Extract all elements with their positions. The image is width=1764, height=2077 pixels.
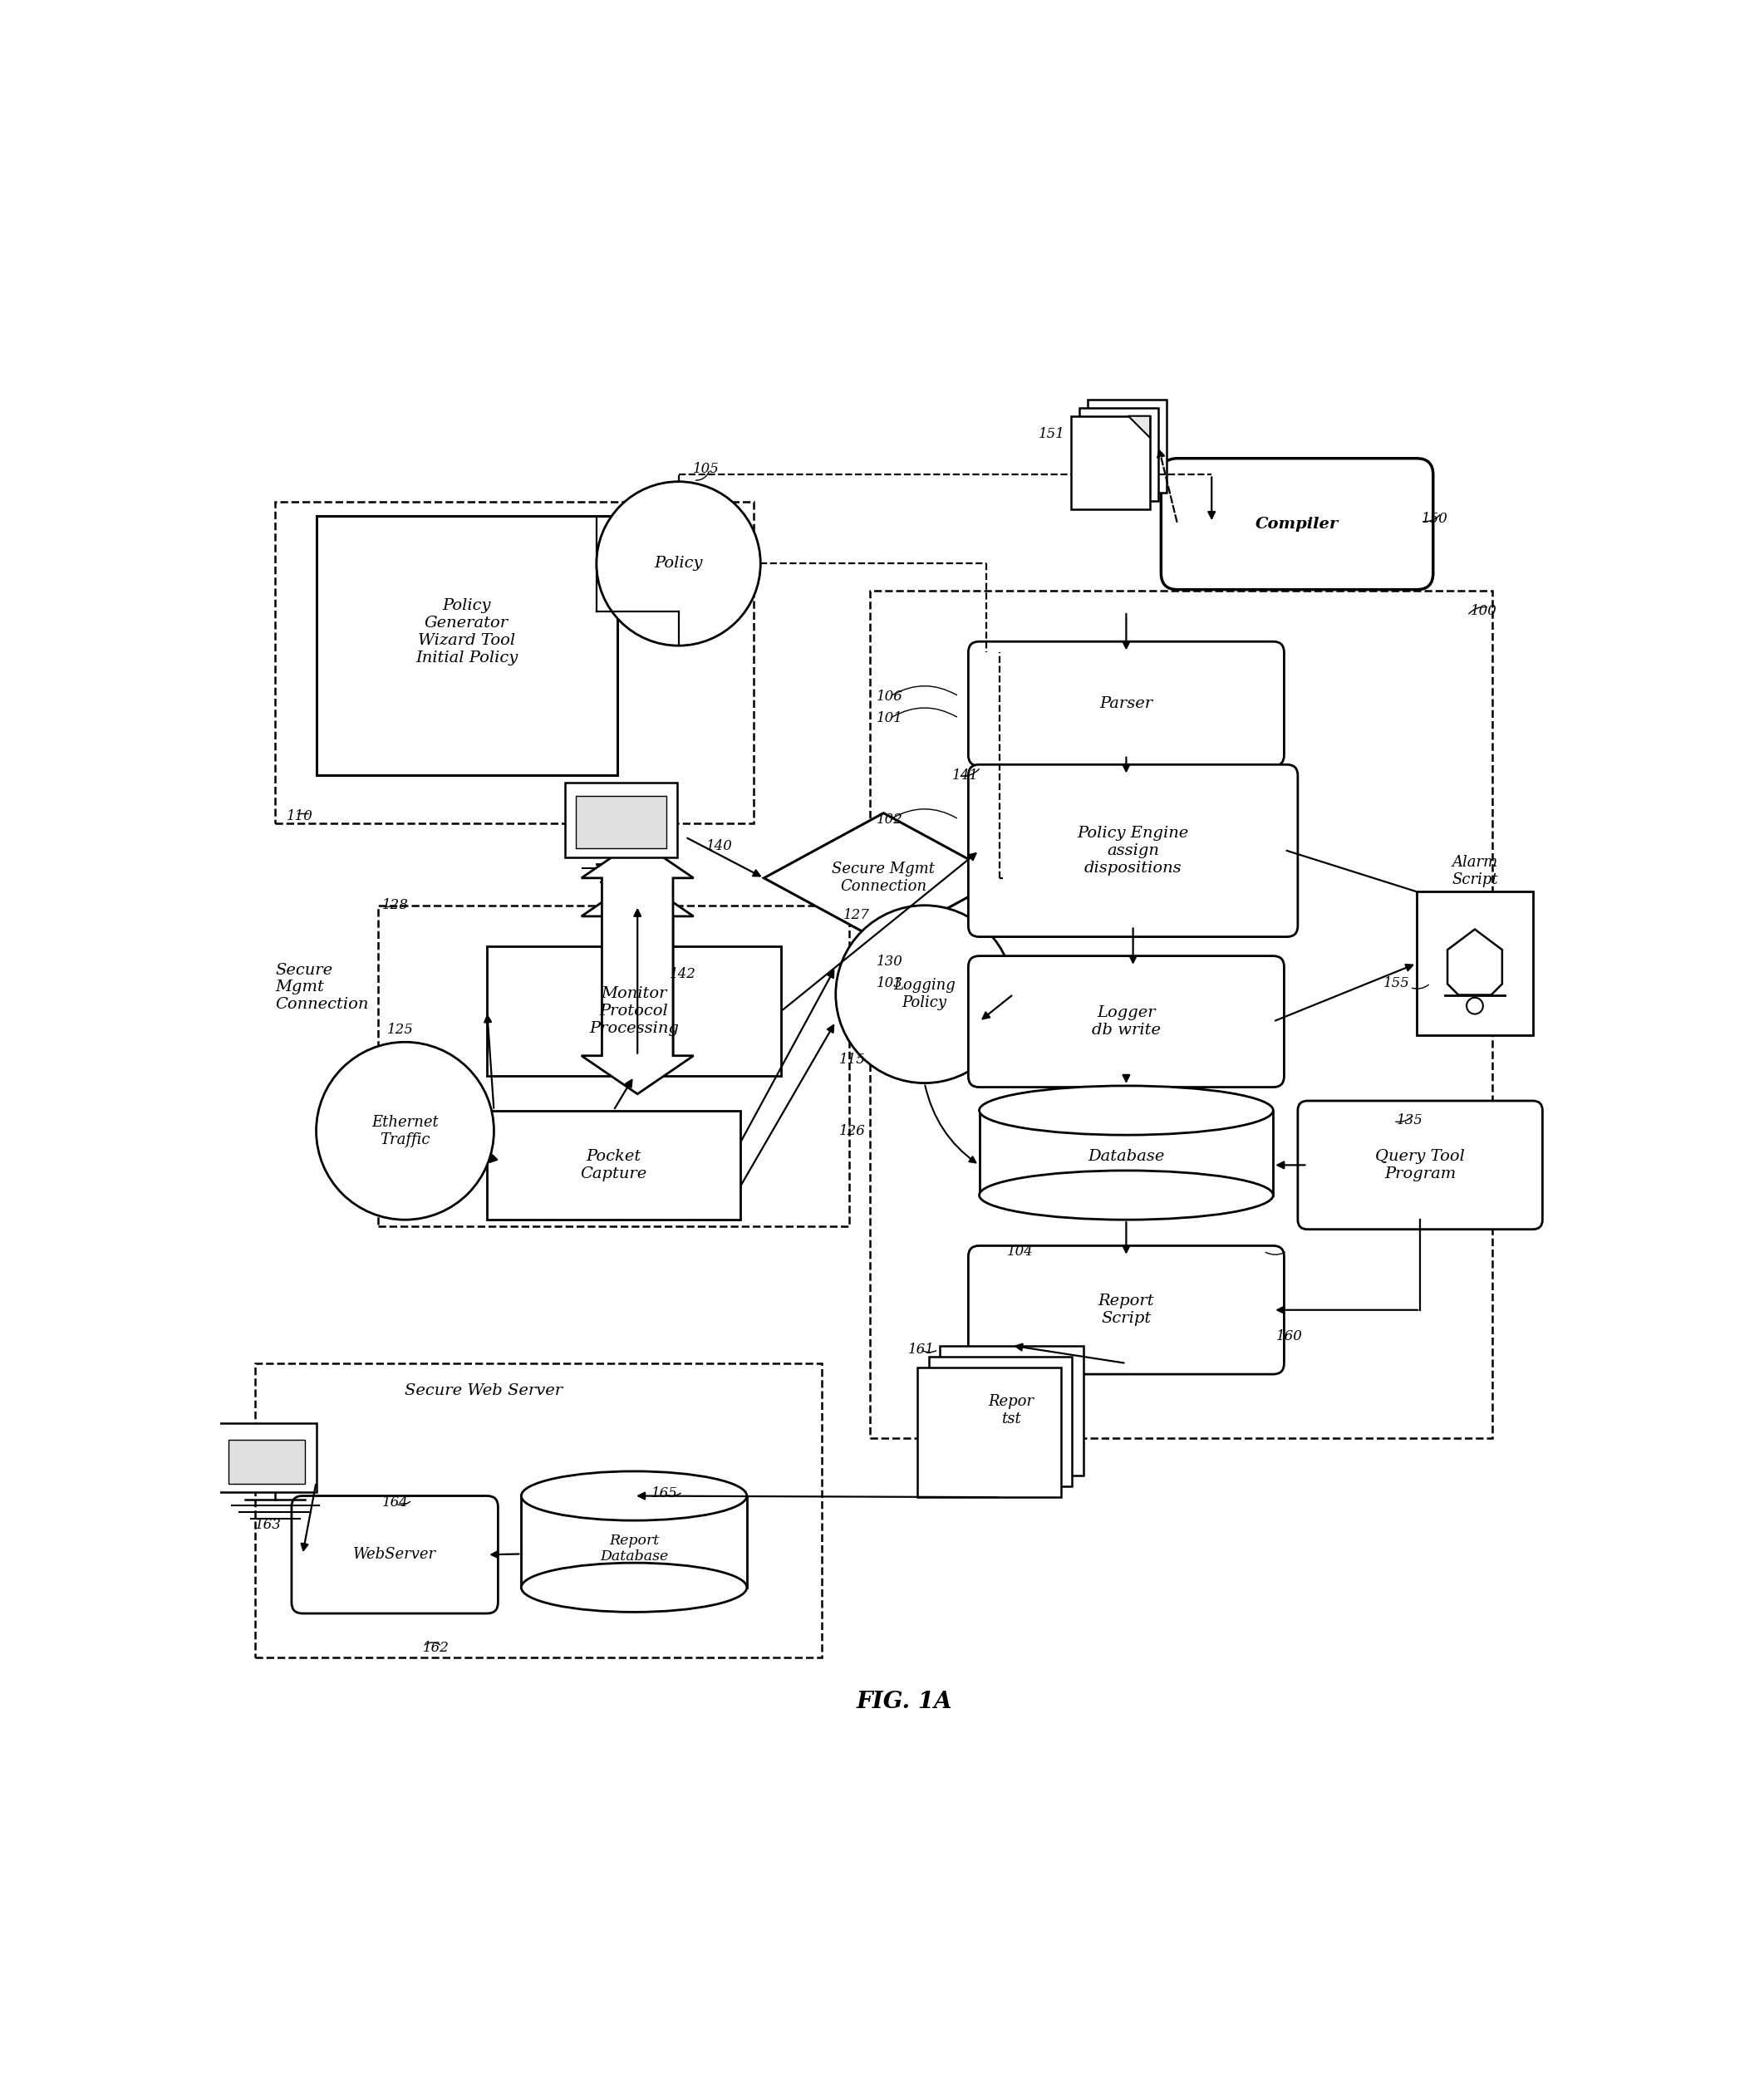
FancyBboxPatch shape: [968, 955, 1284, 1086]
Bar: [1087, 399, 1166, 492]
Text: 161: 161: [908, 1342, 935, 1356]
Bar: [487, 947, 781, 1076]
Text: Policy Engine
assign
dispositions: Policy Engine assign dispositions: [1078, 827, 1189, 874]
Text: Policy: Policy: [654, 557, 702, 571]
Text: Compiler: Compiler: [1256, 517, 1339, 532]
Text: 127: 127: [843, 908, 870, 922]
FancyBboxPatch shape: [968, 1246, 1284, 1375]
Text: 151: 151: [1039, 426, 1065, 440]
Bar: [522, 1495, 746, 1587]
Bar: [316, 515, 617, 775]
Ellipse shape: [979, 1171, 1274, 1219]
Bar: [377, 906, 850, 1228]
Text: Query Tool
Program: Query Tool Program: [1376, 1149, 1464, 1182]
Text: 106: 106: [877, 690, 903, 704]
Text: Database: Database: [1088, 1149, 1164, 1165]
Text: 128: 128: [381, 897, 407, 912]
Text: Repor
tst: Repor tst: [988, 1394, 1034, 1427]
Text: 115: 115: [840, 1053, 866, 1068]
Text: 165: 165: [651, 1485, 677, 1500]
Text: Alarm
Script: Alarm Script: [1452, 856, 1498, 887]
FancyBboxPatch shape: [1298, 1101, 1542, 1230]
Text: 142: 142: [669, 966, 695, 980]
Bar: [487, 1111, 741, 1219]
Circle shape: [596, 482, 760, 646]
Text: Logger
db write: Logger db write: [1092, 1005, 1161, 1038]
Bar: [928, 1356, 1073, 1487]
Polygon shape: [1448, 928, 1503, 995]
Text: 102: 102: [877, 812, 903, 827]
Text: 103: 103: [877, 976, 903, 991]
Text: 126: 126: [840, 1124, 866, 1138]
Text: 101: 101: [877, 710, 903, 725]
Text: Ethernet
Traffic: Ethernet Traffic: [372, 1115, 439, 1147]
FancyBboxPatch shape: [968, 764, 1298, 937]
Text: 141: 141: [953, 768, 979, 783]
Text: Logging
Policy: Logging Policy: [894, 978, 956, 1009]
Text: WebServer: WebServer: [353, 1547, 436, 1562]
Polygon shape: [582, 839, 693, 1095]
Text: Secure Mgmt
Connection: Secure Mgmt Connection: [833, 862, 935, 893]
Text: 163: 163: [254, 1518, 280, 1531]
FancyBboxPatch shape: [1161, 459, 1432, 590]
Text: 110: 110: [286, 810, 312, 825]
Text: Secure
Mgmt
Connection: Secure Mgmt Connection: [275, 962, 369, 1011]
Polygon shape: [764, 812, 1004, 943]
Text: Monitor
Protocol
Processing: Monitor Protocol Processing: [589, 987, 679, 1036]
Ellipse shape: [979, 1086, 1274, 1134]
Circle shape: [1466, 997, 1484, 1014]
Polygon shape: [1129, 415, 1150, 438]
Text: 150: 150: [1422, 511, 1448, 525]
Bar: [917, 1367, 1062, 1498]
Text: Report
Database: Report Database: [600, 1533, 669, 1564]
Text: 164: 164: [383, 1495, 409, 1510]
Text: Pocket
Capture: Pocket Capture: [580, 1149, 647, 1182]
Text: 125: 125: [388, 1022, 415, 1036]
Text: Policy
Generator
Wizard Tool
Initial Policy: Policy Generator Wizard Tool Initial Pol…: [415, 598, 519, 665]
Circle shape: [836, 906, 1014, 1082]
Bar: [254, 1363, 822, 1657]
Bar: [229, 1439, 305, 1483]
Text: 105: 105: [693, 463, 720, 476]
Text: Secure Web Server: Secure Web Server: [404, 1383, 563, 1398]
Text: 155: 155: [1383, 976, 1409, 991]
Bar: [979, 1111, 1274, 1194]
Ellipse shape: [522, 1471, 746, 1520]
Bar: [575, 795, 667, 847]
Polygon shape: [582, 879, 693, 1055]
Bar: [564, 783, 677, 858]
Text: 104: 104: [1007, 1244, 1034, 1259]
Text: 160: 160: [1277, 1329, 1304, 1344]
Bar: [275, 503, 753, 822]
Bar: [217, 1423, 316, 1491]
Text: FIG. 1A: FIG. 1A: [856, 1691, 953, 1714]
Bar: [1071, 415, 1150, 509]
Text: 130: 130: [877, 953, 903, 968]
FancyBboxPatch shape: [968, 642, 1284, 766]
Bar: [940, 1346, 1083, 1475]
Text: 135: 135: [1397, 1113, 1424, 1128]
Text: 100: 100: [1471, 604, 1498, 619]
Text: Report
Script: Report Script: [1099, 1294, 1154, 1325]
Bar: [1080, 407, 1159, 501]
Bar: [870, 592, 1492, 1439]
Bar: [1416, 891, 1533, 1034]
Text: Parser: Parser: [1099, 696, 1154, 710]
FancyBboxPatch shape: [291, 1495, 497, 1614]
Circle shape: [316, 1043, 494, 1219]
Text: 140: 140: [706, 839, 732, 854]
Text: 162: 162: [423, 1641, 450, 1655]
Ellipse shape: [522, 1562, 746, 1612]
